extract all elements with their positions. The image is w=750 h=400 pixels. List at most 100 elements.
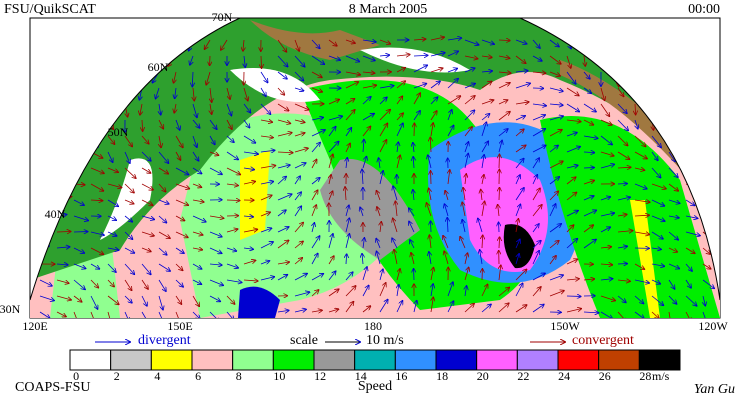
wind-arrow: [192, 167, 202, 174]
colorbar-swatch: [272, 349, 315, 371]
wind-arrow: [413, 190, 414, 201]
wind-arrow: [124, 167, 136, 178]
wind-arrow: [566, 120, 581, 122]
wind-arrow: [107, 295, 119, 304]
lon-label: 150E: [167, 319, 192, 333]
wind-arrow: [584, 55, 585, 66]
wind-arrow: [482, 175, 484, 185]
wind-arrow: [566, 211, 578, 217]
wind-arrow: [685, 263, 692, 271]
wind-arrow: [226, 135, 234, 142]
wind-arrow: [549, 291, 564, 297]
wind-arrow: [515, 254, 519, 265]
wind-arrow: [634, 295, 643, 303]
wind-arrow: [174, 71, 176, 83]
wind-arrow: [90, 200, 102, 201]
wind-arrow: [465, 286, 467, 297]
wind-arrow: [159, 135, 161, 147]
wind-arrow: [362, 169, 363, 185]
wind-arrow: [444, 251, 449, 265]
wind-arrow: [396, 269, 400, 281]
wind-arrow: [410, 240, 415, 249]
wind-arrow: [311, 143, 320, 153]
wind-arrow: [277, 194, 292, 201]
wind-arrow: [634, 200, 650, 202]
wind-arrow: [277, 87, 284, 95]
wind-arrow: [192, 119, 200, 128]
wind-arrow: [682, 39, 687, 48]
wind-arrow: [613, 39, 619, 49]
wind-arrow: [685, 151, 696, 162]
wind-arrow: [192, 279, 201, 284]
wind-arrow: [107, 311, 112, 318]
wind-arrow: [158, 247, 167, 255]
wind-arrow: [39, 200, 54, 201]
wind-arrow: [39, 39, 40, 52]
wind-arrow: [532, 55, 542, 61]
wind-arrow: [73, 87, 78, 99]
wind-arrow: [152, 39, 160, 53]
wind-arrow: [73, 167, 82, 172]
wind-arrow: [617, 231, 633, 232]
wind-arrow: [311, 117, 323, 120]
wind-arrow: [209, 152, 218, 155]
wind-arrow: [362, 114, 374, 121]
wind-arrow: [651, 295, 663, 305]
wind-arrow: [549, 145, 558, 153]
wind-arrow: [583, 119, 593, 125]
wind-arrow: [377, 207, 380, 217]
lon-label: 120W: [698, 319, 728, 333]
wind-arrow: [243, 311, 254, 318]
wind-arrow: [651, 183, 666, 189]
wind-arrow: [107, 151, 113, 162]
wind-arrow: [158, 183, 166, 192]
wind-arrow: [362, 285, 369, 297]
wind-arrow: [566, 259, 577, 265]
wind-arrow: [260, 181, 273, 184]
wind-arrow: [482, 235, 483, 249]
wind-arrow: [328, 127, 336, 137]
wind-arrow: [294, 55, 305, 67]
wind-arrow: [515, 129, 524, 137]
wind-arrow: [243, 87, 248, 101]
wind-arrow: [583, 225, 593, 233]
wind-arrow: [662, 71, 670, 82]
wind-arrow: [56, 39, 57, 52]
colorbar-swatch: [598, 349, 640, 371]
wind-arrow: [600, 103, 609, 116]
wind-arrow: [498, 83, 510, 89]
wind-arrow: [192, 103, 197, 117]
wind-arrow: [634, 168, 644, 170]
wind-arrow: [617, 103, 627, 113]
wind-arrow: [345, 286, 356, 297]
wind-arrow: [396, 301, 402, 313]
wind-arrow: [379, 171, 383, 185]
wind-arrow: [376, 239, 381, 249]
wind-arrow: [175, 247, 184, 253]
wind-arrow: [226, 167, 240, 175]
wind-arrow: [311, 290, 319, 297]
wind-arrow: [209, 295, 220, 301]
colorbar-tick: 28: [639, 369, 651, 383]
wind-arrow: [362, 85, 376, 88]
wind-arrow: [583, 196, 594, 201]
wind-arrow: [498, 100, 508, 105]
wind-arrow: [209, 216, 224, 218]
colorbar-swatch: [394, 349, 437, 371]
wind-arrow: [549, 161, 563, 169]
wind-arrow: [583, 71, 590, 79]
wind-arrow: [175, 183, 189, 189]
wind-arrow: [668, 135, 675, 142]
wind-arrow: [209, 167, 222, 174]
lat-label: 60N: [148, 60, 169, 74]
wind-arrow: [376, 191, 381, 201]
wind-arrow: [175, 263, 183, 270]
wind-arrow: [133, 39, 143, 48]
wind-arrow: [243, 229, 257, 232]
wind-arrow: [260, 120, 272, 122]
wind-arrow: [515, 71, 528, 72]
wind-arrow: [691, 39, 704, 48]
wind-arrow: [379, 97, 387, 105]
wind-arrow: [192, 71, 193, 87]
